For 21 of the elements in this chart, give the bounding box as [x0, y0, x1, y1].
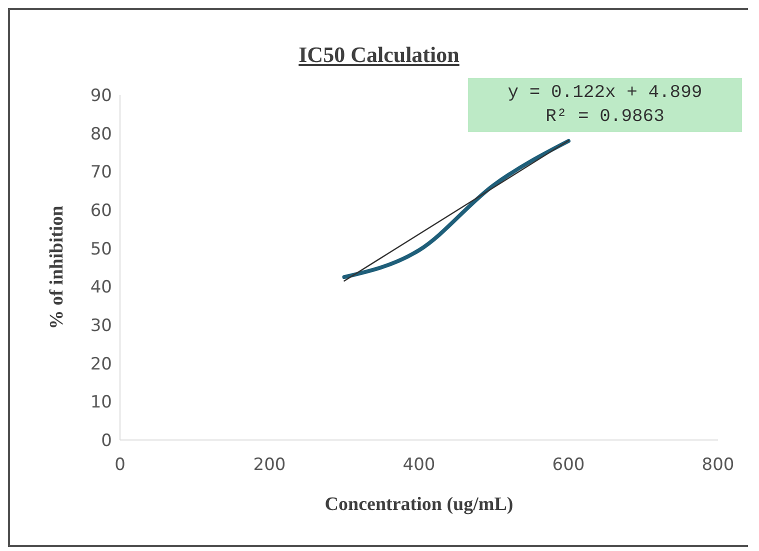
y-tick-label: 60 [90, 201, 112, 222]
x-axis-title: Concentration (ug/mL) [324, 494, 514, 515]
y-tick-label: 10 [90, 392, 112, 413]
y-tick-label: 70 [90, 162, 112, 183]
annotation: R² = 0.9863 [544, 106, 666, 129]
y-tick-label: 0 [101, 431, 112, 452]
y-tick-label: 80 [90, 124, 112, 144]
chart-title: IC50 Calculation [298, 42, 460, 68]
y-tick-label: 50 [90, 239, 112, 260]
equation-box: y = 0.122x + 4.899 R² = 0.9863 [468, 78, 742, 132]
y-tick-label: 40 [90, 278, 112, 298]
y-axis-title: % of inhibition [46, 205, 68, 330]
annotation: y = 0.122x + 4.899 [506, 82, 704, 105]
x-tick-label: 800 [702, 455, 734, 476]
y-tick-label: 20 [90, 354, 112, 374]
x-tick-label: 400 [402, 455, 436, 476]
x-tick-label: 0 [114, 455, 126, 476]
x-tick-label: 600 [552, 455, 585, 476]
y-tick-label: 90 [90, 86, 112, 106]
y-tick-label: 30 [90, 316, 112, 336]
x-tick-label: 200 [253, 455, 286, 476]
